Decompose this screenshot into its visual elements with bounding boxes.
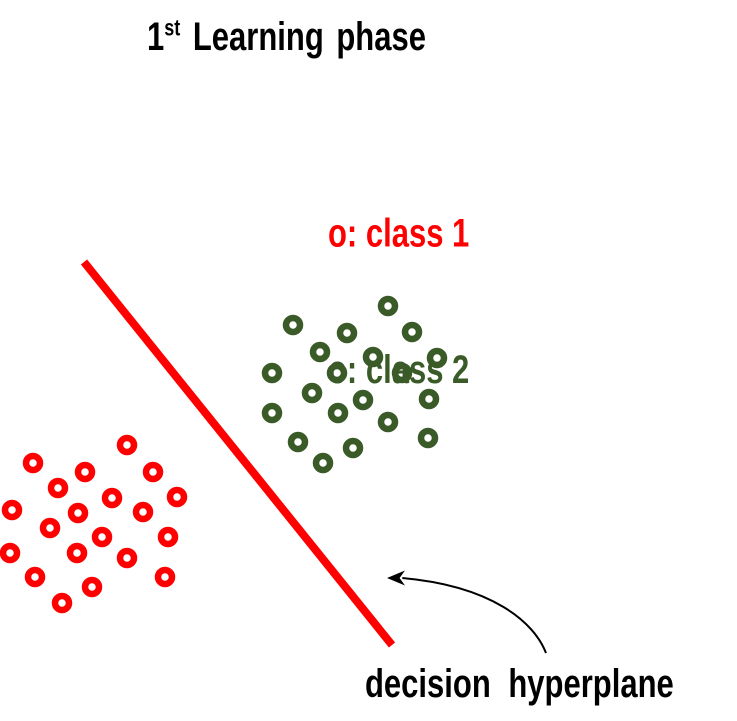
- class-1-point: [116, 434, 138, 456]
- annotation-label: decision hyperplane: [365, 660, 674, 707]
- page-title: 1st Learning phase: [147, 13, 426, 60]
- class-2-point: [312, 452, 334, 474]
- class-1-point: [166, 486, 188, 508]
- annotation-arrow-curve: [402, 577, 547, 654]
- class-2-point: [261, 402, 283, 424]
- class-2-point: [377, 411, 399, 433]
- class-2-point: [309, 341, 331, 363]
- class-1-point: [142, 461, 164, 483]
- class-1-point: [132, 501, 154, 523]
- class-1-point: [51, 592, 73, 614]
- class-2-point: [426, 347, 448, 369]
- class-2-point: [352, 389, 374, 411]
- class-2-point: [282, 314, 304, 336]
- class-2-point: [287, 431, 309, 453]
- title-ordinal-suffix: st: [164, 14, 181, 41]
- decision-hyperplane-line: [80, 259, 396, 648]
- class-1-point: [47, 477, 69, 499]
- class-2-point: [327, 402, 349, 424]
- class-2-point: [261, 362, 283, 384]
- title-text: Learning phase: [180, 13, 426, 60]
- class-2-point: [417, 427, 439, 449]
- class-1-point: [24, 566, 46, 588]
- class-1-point: [101, 487, 123, 509]
- title-number: 1: [147, 13, 165, 60]
- class-1-point: [22, 452, 44, 474]
- class-2-point: [301, 382, 323, 404]
- class-1-point: [91, 526, 113, 548]
- class-1-point: [116, 547, 138, 569]
- class-2-point: [362, 346, 384, 368]
- annotation-arrowhead: [387, 570, 405, 586]
- class-2-point: [391, 362, 413, 384]
- class-1-point: [81, 576, 103, 598]
- class-2-point: [326, 362, 348, 384]
- class-1-point: [66, 542, 88, 564]
- class-2-point: [336, 322, 358, 344]
- class-2-point: [377, 295, 399, 317]
- class-1-point: [67, 502, 89, 524]
- class-1-point: [1, 499, 23, 521]
- class-2-point: [418, 388, 440, 410]
- class-1-point: [74, 461, 96, 483]
- class-1-point: [39, 517, 61, 539]
- class-1-point: [0, 542, 21, 564]
- class-2-point: [401, 321, 423, 343]
- legend-item-class1: o: class 1: [328, 210, 470, 256]
- class-2-point: [342, 437, 364, 459]
- class-1-point: [157, 526, 179, 548]
- class-1-point: [154, 566, 176, 588]
